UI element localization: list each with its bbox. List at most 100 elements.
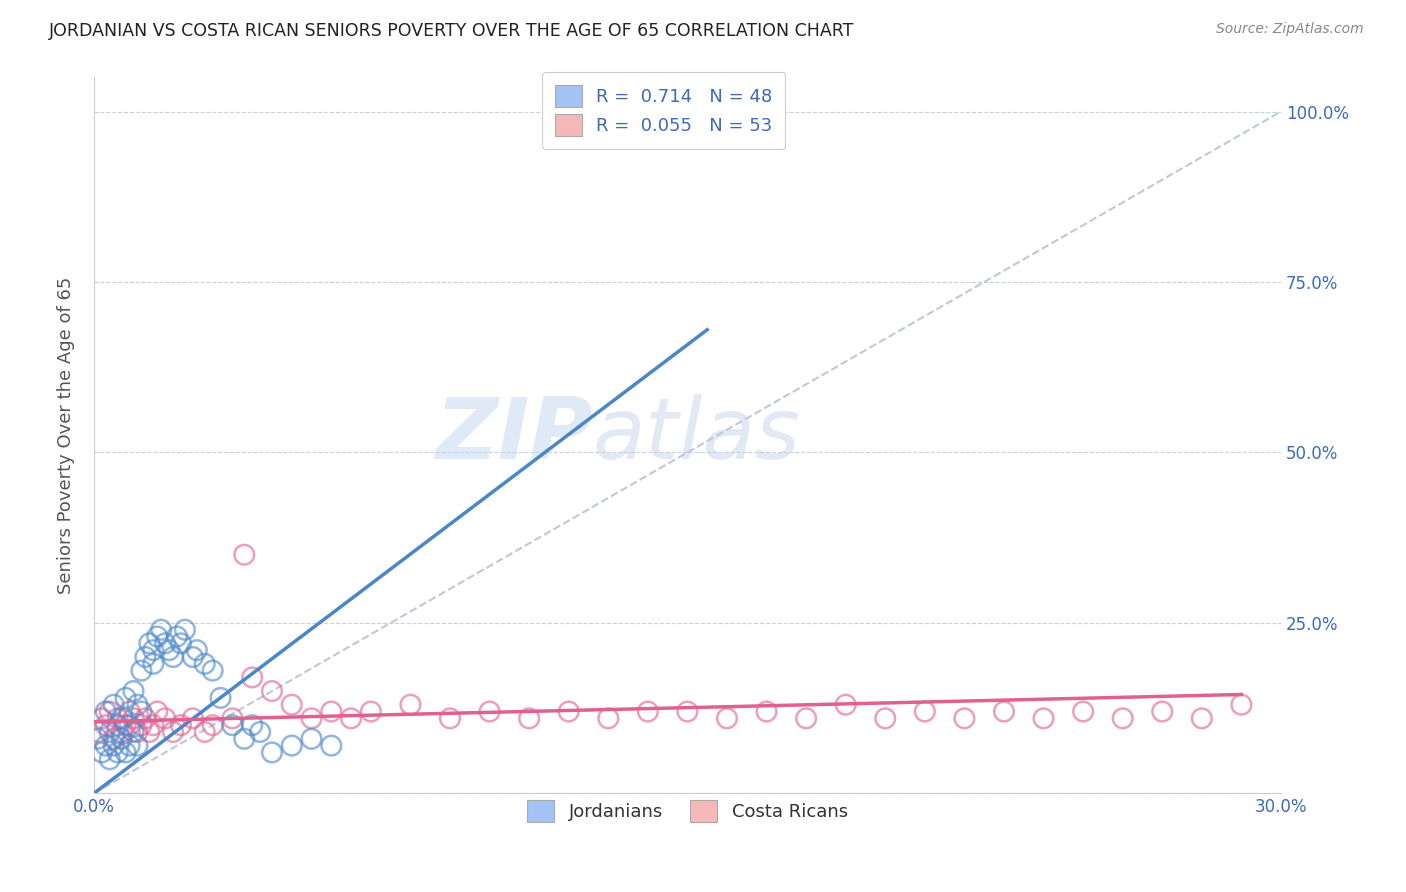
Point: [517, 711, 540, 725]
Point: [111, 725, 134, 739]
Point: [90, 746, 112, 760]
Point: [134, 650, 156, 665]
Point: [558, 705, 581, 719]
Y-axis label: Seniors Poverty Over the Age of 65: Seniors Poverty Over the Age of 65: [58, 277, 75, 594]
Point: [260, 746, 283, 760]
Point: [1191, 711, 1213, 725]
Point: [201, 718, 224, 732]
Point: [181, 711, 204, 725]
Point: [201, 664, 224, 678]
Point: [114, 690, 136, 705]
Point: [98, 725, 121, 739]
Point: [122, 684, 145, 698]
Text: ZIP: ZIP: [434, 394, 592, 477]
Point: [281, 698, 304, 712]
Point: [107, 711, 129, 725]
Point: [150, 623, 173, 637]
Point: [301, 731, 323, 746]
Point: [170, 636, 193, 650]
Point: [249, 725, 271, 739]
Point: [118, 718, 141, 732]
Point: [186, 643, 208, 657]
Point: [240, 670, 263, 684]
Point: [233, 548, 256, 562]
Point: [146, 705, 169, 719]
Point: [478, 705, 501, 719]
Point: [221, 718, 243, 732]
Point: [181, 650, 204, 665]
Point: [98, 752, 121, 766]
Point: [153, 636, 176, 650]
Point: [127, 698, 149, 712]
Point: [260, 684, 283, 698]
Point: [716, 711, 738, 725]
Point: [131, 705, 153, 719]
Point: [103, 739, 125, 753]
Point: [94, 718, 117, 732]
Point: [111, 731, 134, 746]
Point: [142, 643, 165, 657]
Point: [360, 705, 382, 719]
Point: [122, 711, 145, 725]
Point: [1230, 698, 1253, 712]
Point: [1071, 705, 1094, 719]
Point: [142, 657, 165, 671]
Point: [221, 711, 243, 725]
Point: [321, 739, 343, 753]
Point: [103, 731, 125, 746]
Point: [107, 746, 129, 760]
Point: [118, 705, 141, 719]
Point: [281, 739, 304, 753]
Point: [1111, 711, 1133, 725]
Point: [111, 711, 134, 725]
Point: [240, 718, 263, 732]
Point: [131, 664, 153, 678]
Point: [162, 650, 184, 665]
Point: [439, 711, 461, 725]
Point: [209, 690, 232, 705]
Point: [340, 711, 363, 725]
Point: [399, 698, 422, 712]
Point: [233, 731, 256, 746]
Point: [94, 739, 117, 753]
Point: [90, 711, 112, 725]
Point: [87, 725, 110, 739]
Point: [127, 725, 149, 739]
Point: [993, 705, 1015, 719]
Point: [118, 739, 141, 753]
Point: [94, 705, 117, 719]
Point: [794, 711, 817, 725]
Point: [194, 725, 217, 739]
Point: [321, 705, 343, 719]
Point: [87, 731, 110, 746]
Point: [755, 705, 778, 719]
Point: [114, 718, 136, 732]
Point: [114, 746, 136, 760]
Point: [1152, 705, 1174, 719]
Point: [598, 711, 620, 725]
Point: [103, 698, 125, 712]
Legend: Jordanians, Costa Ricans: Jordanians, Costa Ricans: [515, 787, 860, 834]
Text: atlas: atlas: [592, 394, 800, 477]
Point: [914, 705, 936, 719]
Point: [170, 718, 193, 732]
Point: [194, 657, 217, 671]
Point: [696, 104, 718, 119]
Point: [875, 711, 897, 725]
Point: [1032, 711, 1054, 725]
Text: JORDANIAN VS COSTA RICAN SENIORS POVERTY OVER THE AGE OF 65 CORRELATION CHART: JORDANIAN VS COSTA RICAN SENIORS POVERTY…: [49, 22, 855, 40]
Point: [162, 725, 184, 739]
Point: [835, 698, 858, 712]
Point: [98, 705, 121, 719]
Point: [107, 718, 129, 732]
Point: [153, 711, 176, 725]
Point: [131, 718, 153, 732]
Point: [637, 705, 659, 719]
Point: [166, 630, 188, 644]
Point: [142, 718, 165, 732]
Point: [138, 636, 160, 650]
Point: [127, 739, 149, 753]
Point: [134, 711, 156, 725]
Point: [138, 725, 160, 739]
Point: [122, 725, 145, 739]
